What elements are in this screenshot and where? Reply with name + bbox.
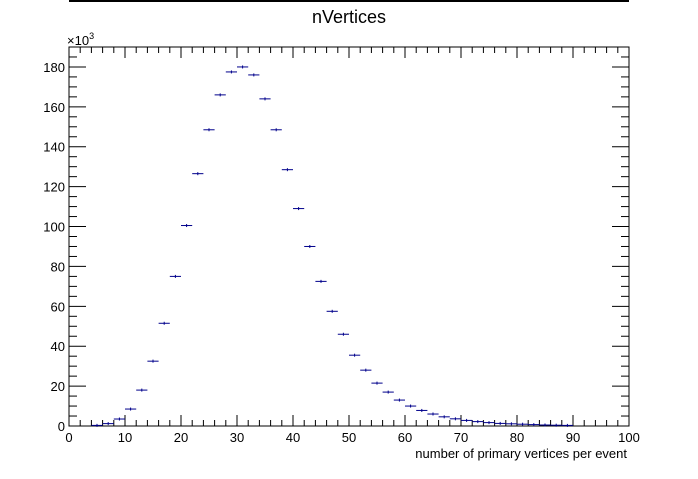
y-multiplier-base: ×10 xyxy=(67,33,89,48)
x-tick-label: 0 xyxy=(65,430,72,445)
y-tick-label: 160 xyxy=(43,100,65,115)
data-point xyxy=(360,368,372,372)
y-tick-label: 20 xyxy=(51,379,65,394)
data-point xyxy=(494,421,506,425)
data-point xyxy=(136,388,148,392)
y-tick-label: 100 xyxy=(43,220,65,235)
data-point xyxy=(281,168,293,172)
y-tick-label: 60 xyxy=(51,299,65,314)
x-tick-label: 30 xyxy=(230,430,244,445)
chart-title: nVertices xyxy=(312,7,386,27)
data-point xyxy=(483,421,495,425)
x-tick-label: 100 xyxy=(618,430,640,445)
data-point xyxy=(449,417,461,421)
y-multiplier-exponent: 3 xyxy=(89,31,94,41)
x-tick-label: 80 xyxy=(510,430,524,445)
x-tick-label: 70 xyxy=(454,430,468,445)
data-point xyxy=(91,423,103,427)
y-tick-label: 140 xyxy=(43,140,65,155)
data-point xyxy=(472,420,484,424)
data-point xyxy=(259,97,271,101)
data-point xyxy=(438,415,450,419)
data-point xyxy=(125,407,137,411)
x-tick-label: 90 xyxy=(566,430,580,445)
y-tick-label: 40 xyxy=(51,339,65,354)
y-tick-label: 120 xyxy=(43,180,65,195)
data-point xyxy=(248,73,260,77)
data-point xyxy=(237,65,249,69)
x-tick-label: 10 xyxy=(118,430,132,445)
data-point xyxy=(214,93,226,97)
data-point xyxy=(337,332,349,336)
y-tick-label: 0 xyxy=(58,419,65,434)
data-point xyxy=(192,172,204,176)
title-bar xyxy=(69,0,629,2)
data-point xyxy=(113,417,125,421)
data-point xyxy=(505,422,517,426)
data-point xyxy=(382,390,394,394)
y-tick-label: 180 xyxy=(43,60,65,75)
x-tick-label: 40 xyxy=(286,430,300,445)
data-point xyxy=(539,423,551,427)
data-point xyxy=(270,128,282,132)
data-point xyxy=(561,423,573,427)
data-point xyxy=(304,244,316,248)
data-point xyxy=(293,207,305,211)
data-point xyxy=(315,279,327,283)
data-point xyxy=(158,321,170,325)
data-point xyxy=(393,398,405,402)
data-point xyxy=(147,359,159,363)
data-point xyxy=(517,422,529,426)
data-point xyxy=(326,309,338,313)
data-point xyxy=(550,423,562,427)
data-point xyxy=(225,70,237,74)
data-point xyxy=(102,422,114,426)
x-axis-label: number of primary vertices per event xyxy=(415,446,627,461)
data-point xyxy=(349,353,361,357)
y-tick-label: 80 xyxy=(51,259,65,274)
y-multiplier: ×103 xyxy=(67,31,94,48)
x-tick-label: 60 xyxy=(398,430,412,445)
data-point xyxy=(528,423,540,427)
data-point xyxy=(203,128,215,132)
data-point xyxy=(416,408,428,412)
x-tick-label: 50 xyxy=(342,430,356,445)
x-tick-label: 20 xyxy=(174,430,188,445)
data-point xyxy=(371,381,383,385)
data-marks xyxy=(91,65,573,427)
data-point xyxy=(181,224,193,228)
data-point xyxy=(427,412,439,416)
plot-frame xyxy=(68,46,630,427)
data-point xyxy=(405,404,417,408)
data-point xyxy=(461,418,473,422)
axes: 0 10 20 30 40 50 60 70 80 90 100 0 20 40 60 80 100 120 140… xyxy=(43,46,640,445)
data-point xyxy=(169,274,181,278)
